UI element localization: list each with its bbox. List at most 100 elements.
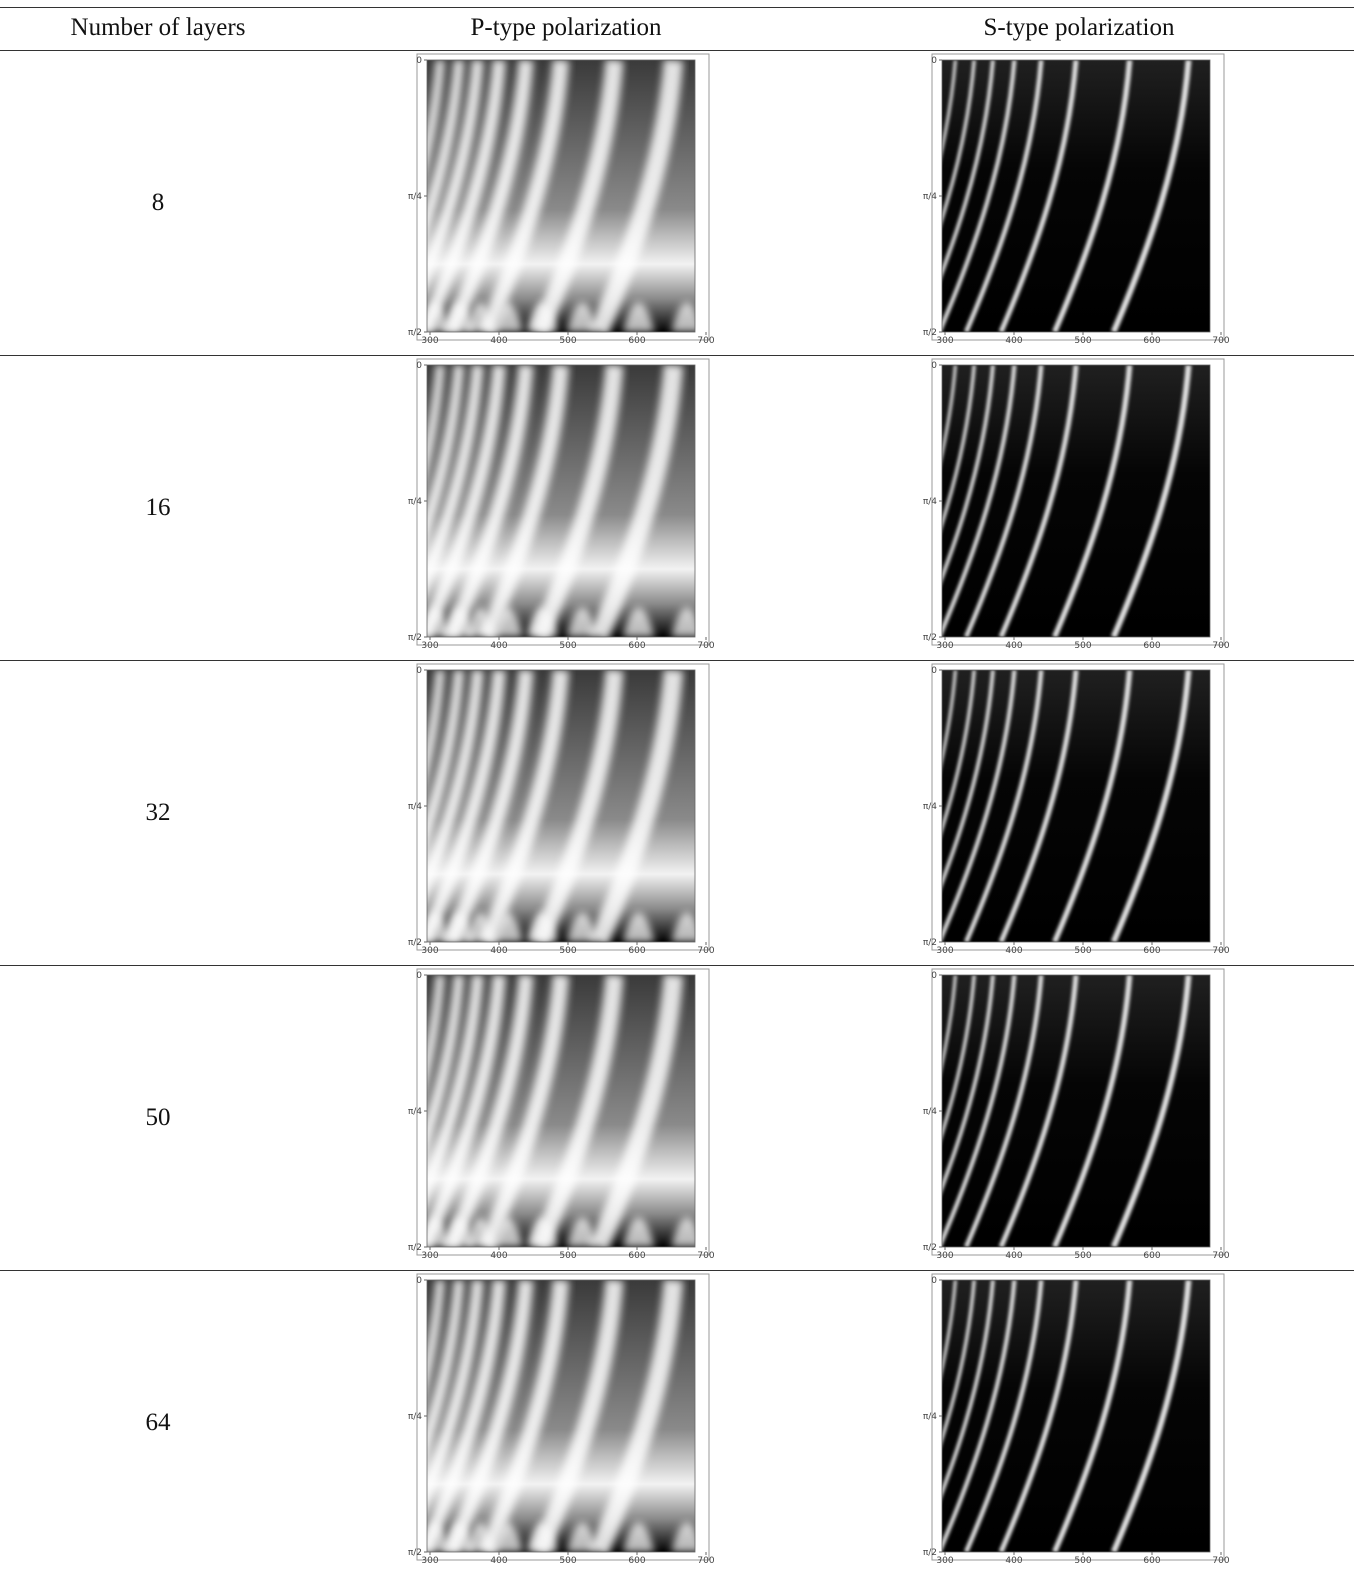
x-tick-label: 600 xyxy=(1143,946,1160,956)
x-tick-label: 400 xyxy=(1005,1251,1022,1261)
image xyxy=(920,60,1210,332)
x-tick-label: 300 xyxy=(936,336,953,346)
layer-count: 16 xyxy=(0,494,316,522)
x-tick-label: 300 xyxy=(936,1556,953,1566)
row-rule xyxy=(0,660,1354,661)
x-tick-label: 600 xyxy=(628,336,645,346)
y-tick-label: 0 xyxy=(931,361,937,371)
y-tick-label: π/4 xyxy=(923,1107,937,1117)
image xyxy=(405,975,703,1247)
density-plot: 0π/4π/2300400500600700 xyxy=(405,1272,715,1572)
x-tick-label: 500 xyxy=(1074,1251,1091,1261)
layer-count: 64 xyxy=(0,1409,316,1437)
image xyxy=(920,1280,1210,1552)
row-rule xyxy=(0,1270,1354,1271)
y-tick-label: π/2 xyxy=(923,1243,937,1253)
x-tick-label: 600 xyxy=(1143,1556,1160,1566)
x-tick-label: 500 xyxy=(1074,1556,1091,1566)
x-tick-label: 400 xyxy=(1005,1556,1022,1566)
x-tick-label: 600 xyxy=(1143,336,1160,346)
layer-count: 32 xyxy=(0,799,316,827)
x-tick-label: 700 xyxy=(1212,336,1229,346)
x-tick-label: 300 xyxy=(421,641,438,651)
y-tick-label: 0 xyxy=(416,666,422,676)
y-tick-label: π/4 xyxy=(408,1107,422,1117)
image xyxy=(920,365,1210,637)
y-tick-label: 0 xyxy=(931,971,937,981)
page: Number of layers P-type polarization S-t… xyxy=(0,0,1354,1581)
y-tick-label: π/2 xyxy=(408,633,422,643)
y-tick-label: π/2 xyxy=(408,1548,422,1558)
x-tick-label: 500 xyxy=(559,336,576,346)
image xyxy=(920,975,1210,1247)
density-plot: 0π/4π/2300400500600700 xyxy=(405,967,715,1267)
x-tick-label: 400 xyxy=(490,336,507,346)
x-tick-label: 400 xyxy=(490,1556,507,1566)
x-tick-label: 400 xyxy=(1005,641,1022,651)
x-tick-label: 400 xyxy=(490,641,507,651)
y-tick-label: π/4 xyxy=(923,802,937,812)
image xyxy=(920,670,1210,942)
x-tick-label: 500 xyxy=(1074,336,1091,346)
y-tick-label: π/2 xyxy=(408,938,422,948)
x-tick-label: 700 xyxy=(1212,946,1229,956)
y-tick-label: π/4 xyxy=(408,1412,422,1422)
header-cell: Number of layers xyxy=(0,14,316,42)
x-tick-label: 300 xyxy=(936,946,953,956)
image xyxy=(405,1280,703,1552)
y-tick-label: 0 xyxy=(931,56,937,66)
y-tick-label: 0 xyxy=(416,361,422,371)
x-tick-label: 500 xyxy=(559,946,576,956)
y-tick-label: π/4 xyxy=(923,497,937,507)
layer-count: 50 xyxy=(0,1104,316,1132)
row-rule xyxy=(0,965,1354,966)
y-tick-label: π/2 xyxy=(923,328,937,338)
density-plot: 0π/4π/2300400500600700 xyxy=(920,662,1230,962)
x-tick-label: 600 xyxy=(628,1556,645,1566)
y-tick-label: 0 xyxy=(416,971,422,981)
x-tick-label: 700 xyxy=(697,1251,714,1261)
y-tick-label: π/4 xyxy=(408,802,422,812)
x-tick-label: 400 xyxy=(1005,946,1022,956)
x-tick-label: 300 xyxy=(421,946,438,956)
x-tick-label: 700 xyxy=(1212,641,1229,651)
x-tick-label: 700 xyxy=(697,1556,714,1566)
x-tick-label: 700 xyxy=(1212,1556,1229,1566)
x-tick-label: 500 xyxy=(1074,641,1091,651)
y-tick-label: π/2 xyxy=(923,633,937,643)
y-tick-label: π/4 xyxy=(923,192,937,202)
top-rule xyxy=(0,7,1354,8)
x-tick-label: 600 xyxy=(1143,1251,1160,1261)
x-tick-label: 500 xyxy=(1074,946,1091,956)
density-plot: 0 π/4 π/2300 400 500 600 700 xyxy=(405,357,715,657)
y-tick-label: 0 xyxy=(416,56,422,66)
x-tick-label: 300 xyxy=(421,1556,438,1566)
x-tick-label: 400 xyxy=(490,1251,507,1261)
y-tick-label: π/4 xyxy=(408,497,422,507)
x-tick-label: 700 xyxy=(1212,1251,1229,1261)
x-tick-label: 500 xyxy=(559,1251,576,1261)
x-tick-label: 700 xyxy=(697,641,714,651)
header-cell: P-type polarization xyxy=(416,14,716,42)
x-tick-label: 600 xyxy=(1143,641,1160,651)
y-tick-label: π/2 xyxy=(408,328,422,338)
x-tick-label: 400 xyxy=(490,946,507,956)
image xyxy=(405,365,703,637)
x-tick-label: 300 xyxy=(421,336,438,346)
x-tick-label: 300 xyxy=(936,641,953,651)
x-tick-label: 300 xyxy=(936,1251,953,1261)
header-rule xyxy=(0,50,1354,51)
density-plot: 0 π/4 π/2300 400 500 600 700 xyxy=(920,357,1230,657)
x-tick-label: 700 xyxy=(697,946,714,956)
x-tick-label: 600 xyxy=(628,641,645,651)
image xyxy=(405,60,703,332)
y-tick-label: 0 xyxy=(931,1276,937,1286)
image xyxy=(405,670,703,942)
x-tick-label: 500 xyxy=(559,641,576,651)
y-tick-label: π/4 xyxy=(923,1412,937,1422)
layer-count: 8 xyxy=(0,189,316,217)
x-tick-label: 600 xyxy=(628,946,645,956)
density-plot: 0π/4π/2300400500600700 xyxy=(405,52,715,352)
